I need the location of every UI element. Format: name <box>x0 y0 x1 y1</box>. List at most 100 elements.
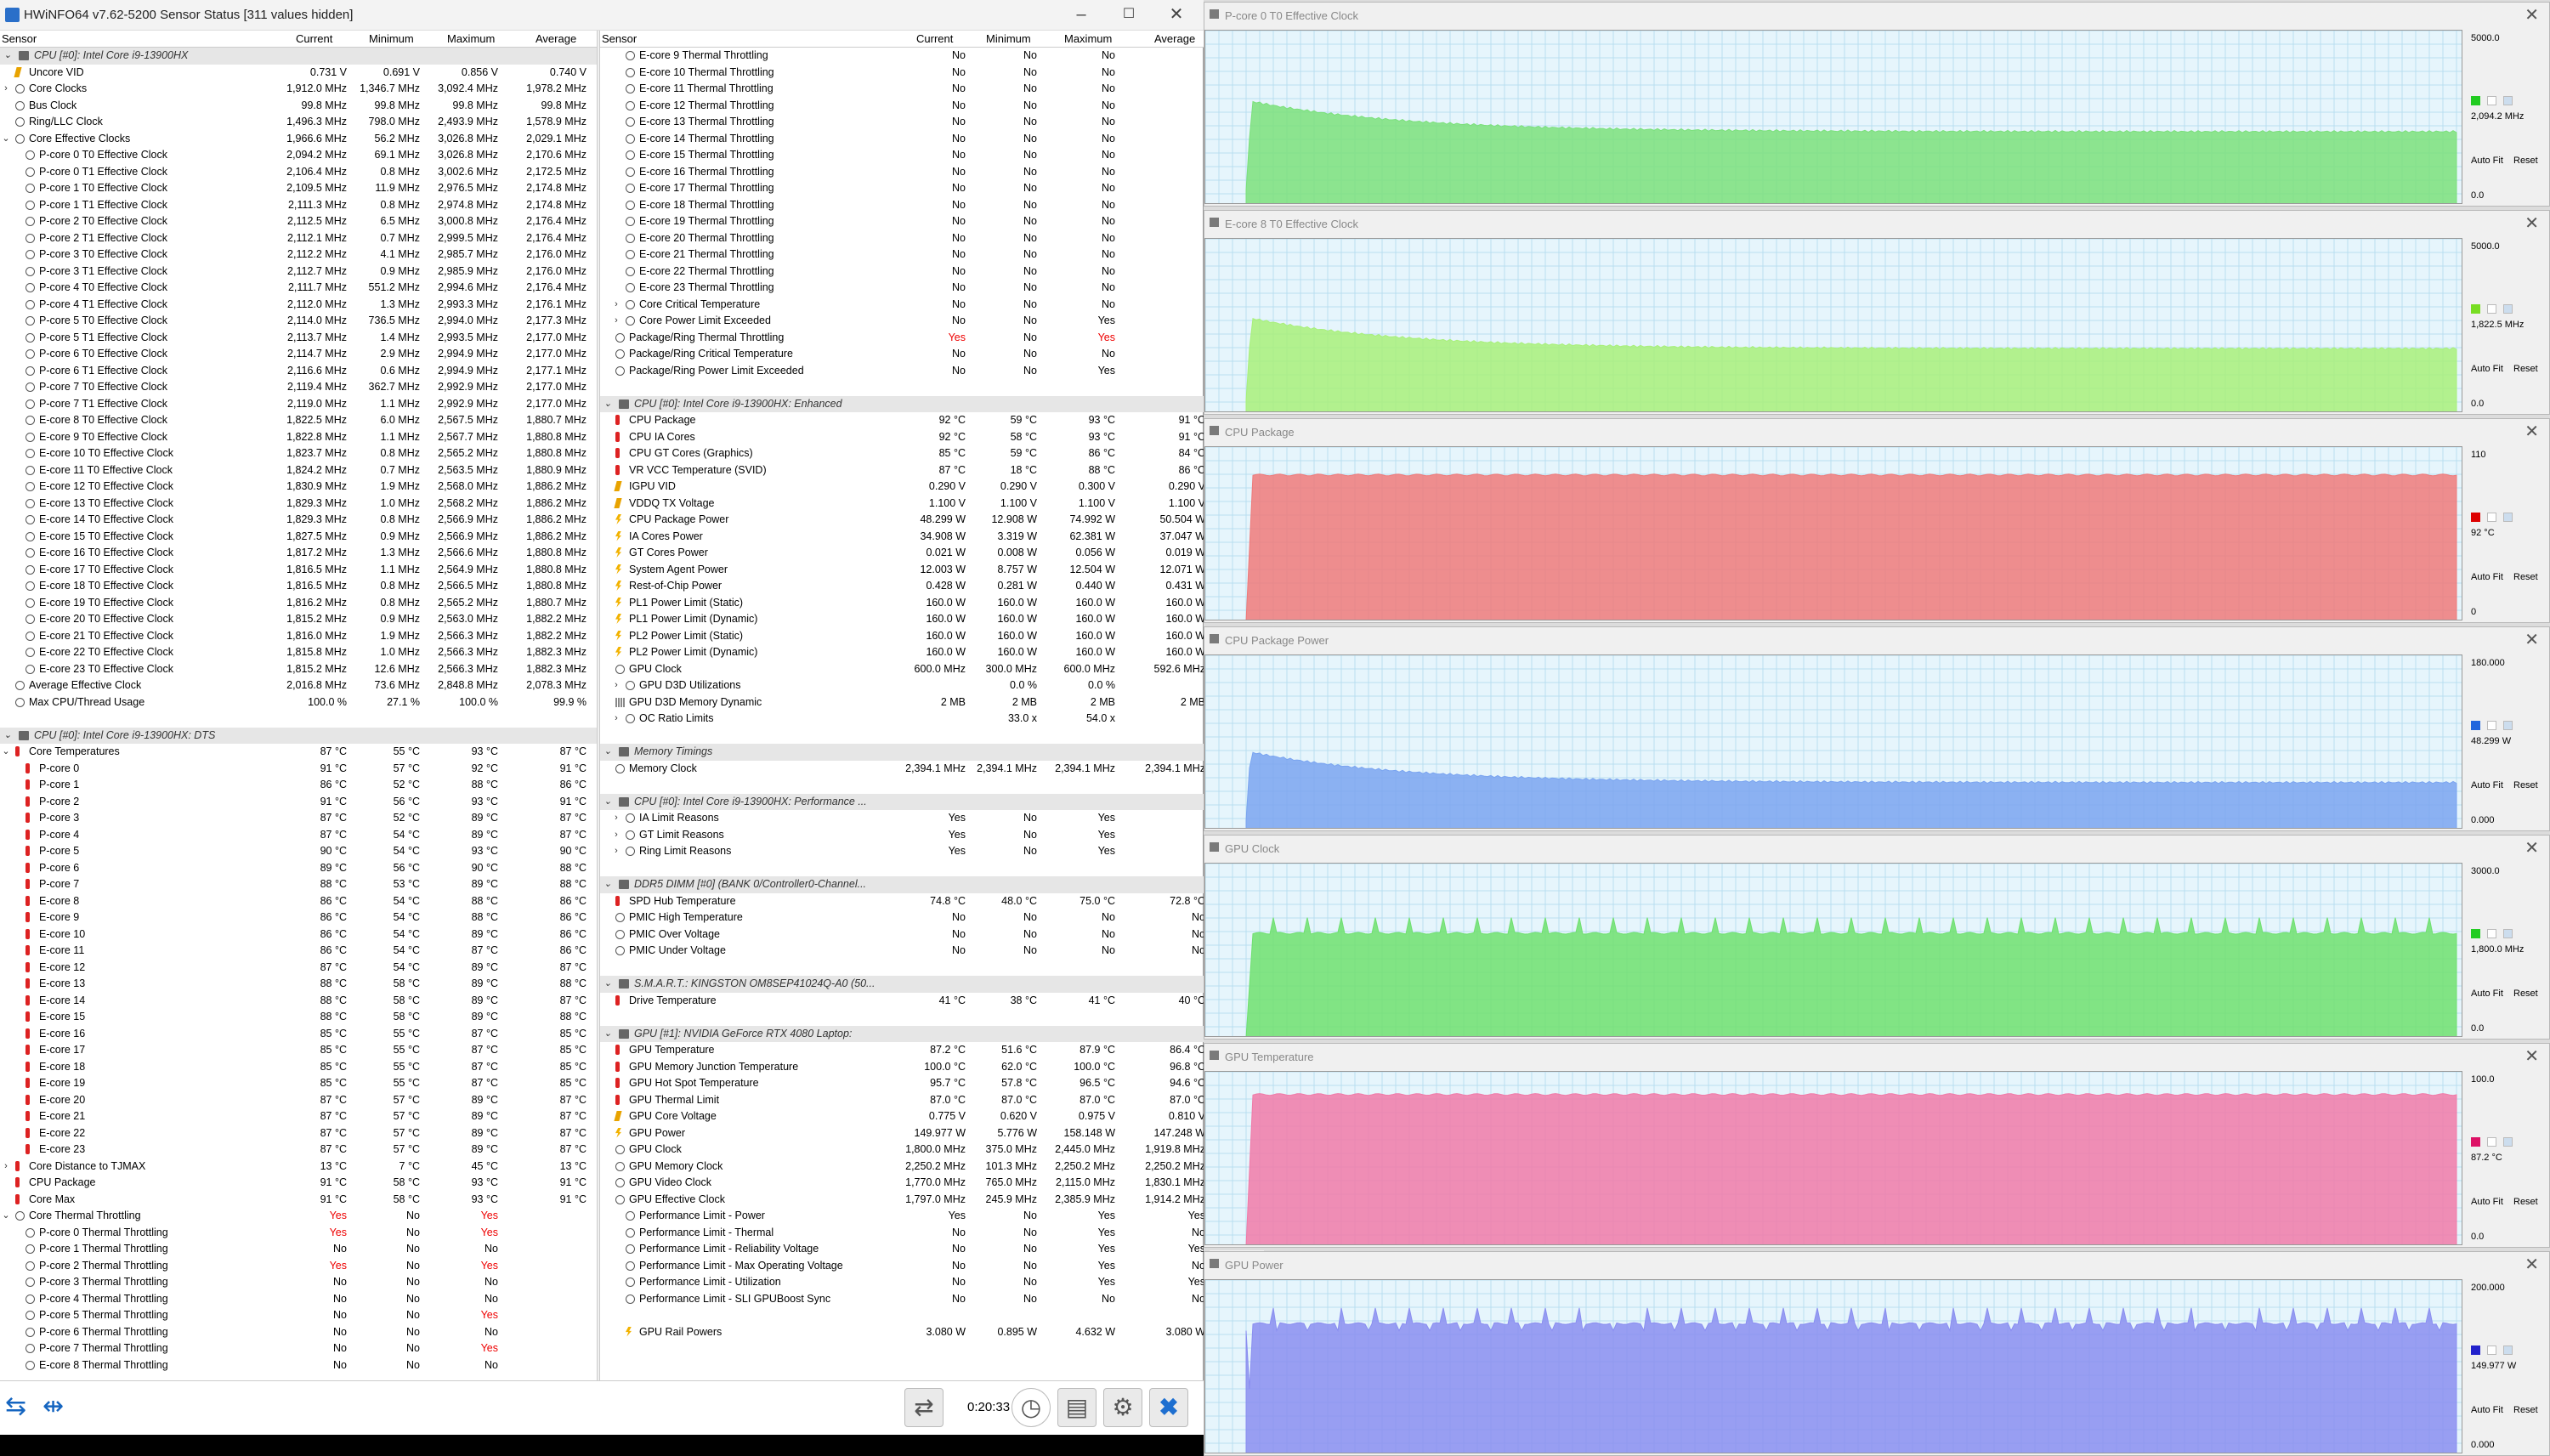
sensor-row[interactable]: Performance Limit - Reliability Voltage N… <box>600 1241 1204 1258</box>
sensor-row[interactable]: E-core 23 T0 Effective Clock 1,815.2 MHz 1… <box>0 661 597 678</box>
series-color-swatch[interactable] <box>2471 304 2480 314</box>
sensor-row[interactable]: P-core 0 Thermal Throttling Yes No Yes <box>0 1225 597 1242</box>
sensor-row[interactable] <box>0 711 597 728</box>
sensor-row[interactable] <box>600 379 1204 396</box>
reset-button[interactable]: Reset <box>2513 364 2538 374</box>
sensor-row[interactable]: GPU Video Clock 1,770.0 MHz 765.0 MHz 2,115… <box>600 1175 1204 1192</box>
sensor-row[interactable]: › Core Clocks 1,912.0 MHz 1,346.7 MHz 3,092.… <box>0 81 597 98</box>
graph-option-swatch[interactable] <box>2487 513 2496 522</box>
sensor-row[interactable]: P-core 4 Thermal Throttling No No No <box>0 1291 597 1308</box>
sensor-row[interactable]: P-core 5 T1 Effective Clock 2,113.7 MHz 1.… <box>0 330 597 347</box>
sensor-row[interactable]: E-core 21 Thermal Throttling No No No <box>600 246 1204 263</box>
sensor-row[interactable]: CPU Package 91 °C 58 °C 93 °C 91 °C <box>0 1175 597 1192</box>
sensor-row[interactable]: GPU Clock 1,800.0 MHz 375.0 MHz 2,445.0 MHz… <box>600 1142 1204 1159</box>
sensor-row[interactable] <box>600 777 1204 794</box>
sensor-row[interactable]: E-core 16 T0 Effective Clock 1,817.2 MHz 1… <box>0 545 597 562</box>
sensor-row[interactable]: E-core 16 Thermal Throttling No No No <box>600 164 1204 181</box>
sensor-row[interactable]: › IA Limit Reasons Yes No Yes <box>600 810 1204 827</box>
sensor-row[interactable]: E-core 12 T0 Effective Clock 1,830.9 MHz 1… <box>0 479 597 496</box>
series-color-swatch[interactable] <box>2471 96 2480 105</box>
col-maximum[interactable]: Maximum <box>447 32 496 45</box>
sensor-row[interactable]: E-core 9 Thermal Throttling No No No <box>600 48 1204 65</box>
sensor-row[interactable]: Performance Limit - Max Operating Voltag… <box>600 1258 1204 1275</box>
graph-option-swatch[interactable] <box>2503 304 2513 314</box>
sensor-row[interactable]: E-core 15 T0 Effective Clock 1,827.5 MHz 0… <box>0 529 597 546</box>
sensor-row[interactable]: E-core 19 Thermal Throttling No No No <box>600 213 1204 230</box>
sensor-row[interactable]: PL1 Power Limit (Dynamic) 160.0 W 160.0 W 1… <box>600 611 1204 628</box>
sensor-row[interactable]: GPU Memory Junction Temperature 100.0 °C 6… <box>600 1059 1204 1076</box>
expand-chevron-icon[interactable]: › <box>615 315 618 326</box>
sensor-row[interactable]: GPU Power 149.977 W 5.776 W 158.148 W 147.24… <box>600 1125 1204 1142</box>
col-minimum[interactable]: Minimum <box>369 32 414 45</box>
sensor-row[interactable]: P-core 1 86 °C 52 °C 88 °C 86 °C <box>0 777 597 794</box>
series-color-swatch[interactable] <box>2471 929 2480 938</box>
sensor-row[interactable]: Package/Ring Critical Temperature No No No <box>600 346 1204 363</box>
collapse-chevron-icon[interactable]: ⌄ <box>2 746 10 756</box>
col-average[interactable]: Average <box>1154 32 1196 45</box>
sensor-row[interactable]: E-core 11 Thermal Throttling No No No <box>600 81 1204 98</box>
sensor-row[interactable]: P-core 4 87 °C 54 °C 89 °C 87 °C <box>0 827 597 844</box>
sensor-row[interactable]: E-core 11 T0 Effective Clock 1,824.2 MHz 0… <box>0 462 597 479</box>
expand-chevron-icon[interactable]: › <box>615 298 618 309</box>
sensor-row[interactable] <box>600 728 1204 745</box>
sensor-group-header[interactable]: ⌄ CPU [#0]: Intel Core i9-13900HX: DTS <box>0 727 597 744</box>
reset-button[interactable]: Reset <box>2513 989 2538 999</box>
log-file-icon[interactable]: ▤ <box>1057 1388 1096 1427</box>
sensor-row[interactable]: Memory Clock 2,394.1 MHz 2,394.1 MHz 2,394.… <box>600 761 1204 778</box>
minimize-button[interactable]: – <box>1076 5 1086 24</box>
sensor-row[interactable]: CPU Package 92 °C 59 °C 93 °C 91 °C <box>600 412 1204 429</box>
sensor-row[interactable]: PL1 Power Limit (Static) 160.0 W 160.0 W 16… <box>600 595 1204 612</box>
sensor-row[interactable]: IA Cores Power 34.908 W 3.319 W 62.381 W 37.… <box>600 529 1204 546</box>
expand-chevron-icon[interactable]: › <box>615 846 618 856</box>
collapse-chevron-icon[interactable]: ⌄ <box>604 978 612 989</box>
col-current[interactable]: Current <box>296 32 333 45</box>
sensor-row[interactable] <box>600 860 1204 877</box>
graph-window[interactable]: E-core 8 T0 Effective Clock ✕ 5000.0 1,822.… <box>1204 210 2550 415</box>
sensor-row[interactable]: E-core 10 Thermal Throttling No No No <box>600 65 1204 82</box>
sensor-row[interactable]: E-core 13 88 °C 58 °C 89 °C 88 °C <box>0 976 597 993</box>
sensor-row[interactable]: PMIC Over Voltage No No No No <box>600 926 1204 943</box>
sensor-row[interactable]: P-core 2 T1 Effective Clock 2,112.1 MHz 0.… <box>0 230 597 247</box>
sensor-row[interactable]: P-core 7 Thermal Throttling No No Yes <box>0 1340 597 1357</box>
sensor-row[interactable]: ⌄ Core Effective Clocks 1,966.6 MHz 56.2 MH… <box>0 131 597 148</box>
sensor-row[interactable]: Performance Limit - Utilization No No Yes Ye… <box>600 1274 1204 1291</box>
sensor-row[interactable]: › Ring Limit Reasons Yes No Yes <box>600 843 1204 860</box>
col-current[interactable]: Current <box>916 32 954 45</box>
sensor-row[interactable]: P-core 3 T0 Effective Clock 2,112.2 MHz 4.… <box>0 246 597 263</box>
maximize-button[interactable]: ☐ <box>1122 7 1136 21</box>
auto-fit-button[interactable]: Auto Fit <box>2471 780 2503 790</box>
sensor-row[interactable]: P-core 7 88 °C 53 °C 89 °C 88 °C <box>0 876 597 893</box>
sensor-row[interactable]: PMIC High Temperature No No No No <box>600 909 1204 926</box>
sensor-row[interactable]: Performance Limit - SLI GPUBoost Sync No N… <box>600 1291 1204 1308</box>
sensor-group-header[interactable]: ⌄ Memory Timings <box>600 744 1204 761</box>
sensor-row[interactable]: GPU Temperature 87.2 °C 51.6 °C 87.9 °C 86.4… <box>600 1042 1204 1059</box>
sensor-row[interactable]: P-core 7 T1 Effective Clock 2,119.0 MHz 1.… <box>0 396 597 413</box>
sensor-row[interactable]: › Core Power Limit Exceeded No No Yes <box>600 313 1204 330</box>
sensor-row[interactable]: GPU Memory Clock 2,250.2 MHz 101.3 MHz 2,25… <box>600 1159 1204 1176</box>
sensor-row[interactable]: E-core 8 86 °C 54 °C 88 °C 86 °C <box>0 893 597 910</box>
collapse-chevron-icon[interactable]: ⌄ <box>604 796 612 807</box>
collapse-chevron-icon[interactable]: ⌄ <box>604 746 612 756</box>
sensor-row[interactable]: › OC Ratio Limits 33.0 x 54.0 x <box>600 711 1204 728</box>
sensor-row[interactable]: › Core Distance to TJMAX 13 °C 7 °C 45 °C 13 … <box>0 1159 597 1176</box>
sensor-row[interactable]: Drive Temperature 41 °C 38 °C 41 °C 40 °C <box>600 993 1204 1010</box>
sensor-row[interactable]: Package/Ring Thermal Throttling Yes No Yes <box>600 330 1204 347</box>
graph-option-swatch[interactable] <box>2503 96 2513 105</box>
graph-option-swatch[interactable] <box>2503 513 2513 522</box>
sensor-row[interactable]: SPD Hub Temperature 74.8 °C 48.0 °C 75.0 °C… <box>600 893 1204 910</box>
collapse-chevron-icon[interactable]: ⌄ <box>3 729 12 740</box>
sensor-row[interactable]: E-core 21 87 °C 57 °C 89 °C 87 °C <box>0 1108 597 1125</box>
sensor-row[interactable]: E-core 18 85 °C 55 °C 87 °C 85 °C <box>0 1059 597 1076</box>
sensor-row[interactable]: GPU Hot Spot Temperature 95.7 °C 57.8 °C 96… <box>600 1075 1204 1092</box>
sensor-row[interactable]: Performance Limit - Thermal No No Yes No <box>600 1225 1204 1242</box>
graph-option-swatch[interactable] <box>2487 1346 2496 1355</box>
sensor-row[interactable]: P-core 0 T0 Effective Clock 2,094.2 MHz 69… <box>0 147 597 164</box>
col-sensor[interactable]: Sensor <box>2 32 37 45</box>
sensor-row[interactable]: E-core 14 Thermal Throttling No No No <box>600 131 1204 148</box>
sensor-row[interactable]: E-core 13 Thermal Throttling No No No <box>600 114 1204 131</box>
graph-option-swatch[interactable] <box>2487 929 2496 938</box>
sensor-row[interactable]: GPU Thermal Limit 87.0 °C 87.0 °C 87.0 °C 87… <box>600 1092 1204 1109</box>
expand-chevron-icon[interactable]: › <box>615 713 618 723</box>
sensor-row[interactable]: Max CPU/Thread Usage 100.0 % 27.1 % 100.0 %… <box>0 694 597 711</box>
sensor-row[interactable]: P-core 4 T1 Effective Clock 2,112.0 MHz 1.… <box>0 297 597 314</box>
